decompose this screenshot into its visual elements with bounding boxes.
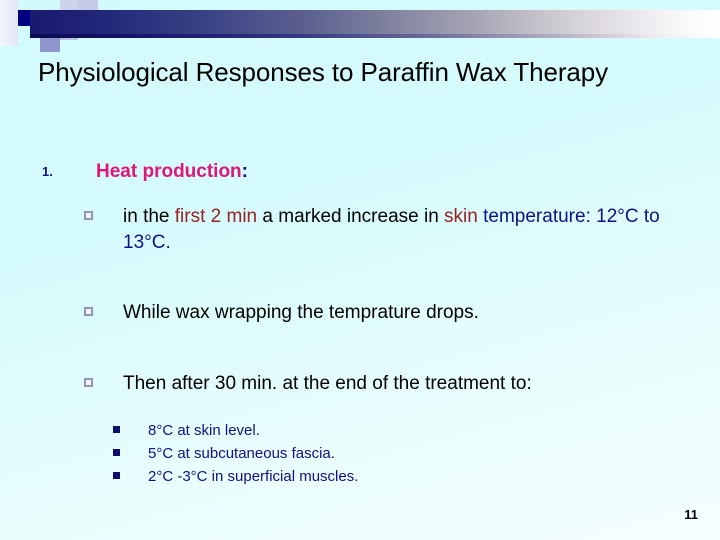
square-lavender-1 xyxy=(60,0,78,11)
list-item-subsub-2: 5°C at subcutaneous fascia. xyxy=(113,442,720,465)
list-item-subsub-3: 2°C -3°C in superficial muscles. xyxy=(113,465,720,488)
square-pale-1 xyxy=(78,0,98,10)
header-gradient-bar xyxy=(30,10,720,34)
list-item-subsub-1: 8°C at skin level. xyxy=(113,419,720,442)
spacer xyxy=(0,330,720,371)
run-marked-increase: a marked increase in xyxy=(257,206,445,227)
filled-square-bullet-icon xyxy=(113,426,120,433)
header-gradient-underline xyxy=(30,34,720,38)
square-lavender-3 xyxy=(40,36,60,52)
list-number: 1. xyxy=(42,164,53,179)
square-light-1 xyxy=(0,0,18,46)
hollow-square-bullet-icon xyxy=(84,211,93,220)
run-first-2-min: first 2 min xyxy=(174,206,258,227)
filled-square-bullet-icon xyxy=(113,449,120,456)
spacer xyxy=(0,256,720,300)
page-number: 11 xyxy=(684,507,698,522)
list-item-sub-2: While wax wrapping the temprature drops. xyxy=(84,300,680,330)
sub-item-text-1: in the first 2 min a marked increase in … xyxy=(123,204,680,256)
run-skin: skin xyxy=(444,206,478,227)
content-body: 1. Heat production: in the first 2 min a… xyxy=(0,160,720,488)
list-item-sub-3: Then after 30 min. at the end of the tre… xyxy=(84,371,680,401)
subsub-item-text-1: 8°C at skin level. xyxy=(148,422,260,439)
heading-heat-production: Heat production: xyxy=(96,160,720,184)
subsub-item-text-3: 2°C -3°C in superficial muscles. xyxy=(148,468,359,485)
sub-item-text-3: Then after 30 min. at the end of the tre… xyxy=(123,373,532,394)
hollow-square-bullet-icon xyxy=(84,307,93,316)
list-item-numbered: 1. Heat production: xyxy=(0,160,720,184)
hollow-square-bullet-icon xyxy=(84,378,93,387)
run-temperature: temperature: 12°C to 13°C. xyxy=(123,206,660,253)
heading-colon: : xyxy=(241,161,248,182)
page-title: Physiological Responses to Paraffin Wax … xyxy=(38,57,609,87)
sub-item-text-2: While wax wrapping the temprature drops. xyxy=(123,302,479,323)
spacer xyxy=(0,186,720,204)
header-decoration xyxy=(0,0,720,56)
run-in-the: in the xyxy=(123,206,175,227)
subsub-item-text-2: 5°C at subcutaneous fascia. xyxy=(148,445,335,462)
spacer xyxy=(0,401,720,419)
list-item-sub-1: in the first 2 min a marked increase in … xyxy=(84,204,680,256)
filled-square-bullet-icon xyxy=(113,472,120,479)
heading-text: Heat production xyxy=(96,161,242,182)
